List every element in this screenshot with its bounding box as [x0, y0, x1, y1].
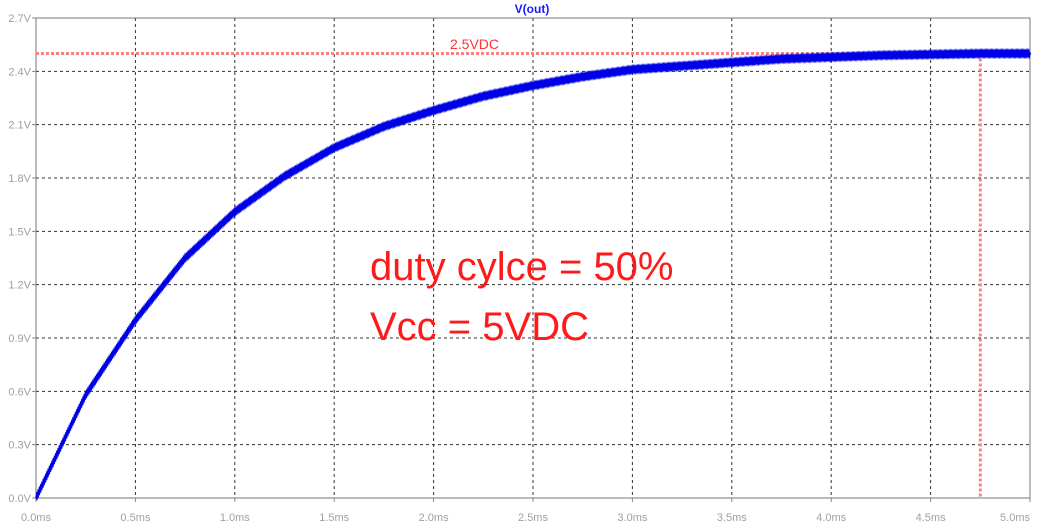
x-tick-label: 0.0ms — [21, 512, 51, 524]
y-tick-label: 0.3V — [8, 440, 31, 452]
x-tick-label: 1.5ms — [319, 512, 349, 524]
x-tick-label: 4.0ms — [816, 512, 846, 524]
x-tick-label: 0.5ms — [120, 512, 150, 524]
x-tick-label: 2.5ms — [518, 512, 548, 524]
y-tick-label: 1.2V — [8, 280, 31, 292]
y-tick-label: 0.6V — [8, 386, 31, 398]
x-tick-label: 1.0ms — [220, 512, 250, 524]
y-tick-label: 2.4V — [8, 66, 31, 78]
annotation-vcc: Vcc = 5VDC — [370, 305, 589, 349]
y-tick-label: 0.9V — [8, 333, 31, 345]
y-tick-label: 1.5V — [8, 226, 31, 238]
reference-line-label: 2.5VDC — [450, 36, 499, 52]
annotation-duty-cycle: duty cylce = 50% — [370, 245, 674, 289]
x-tick-label: 3.0ms — [617, 512, 647, 524]
y-tick-label: 2.7V — [8, 13, 31, 25]
x-tick-label: 4.5ms — [916, 512, 946, 524]
x-tick-label: 3.5ms — [717, 512, 747, 524]
y-tick-label: 0.0V — [8, 493, 31, 505]
chart-title: V(out) — [515, 2, 550, 16]
y-tick-label: 1.8V — [8, 173, 31, 185]
y-tick-label: 2.1V — [8, 120, 31, 132]
x-tick-label: 2.0ms — [419, 512, 449, 524]
x-tick-label: 5.0ms — [1000, 512, 1030, 524]
